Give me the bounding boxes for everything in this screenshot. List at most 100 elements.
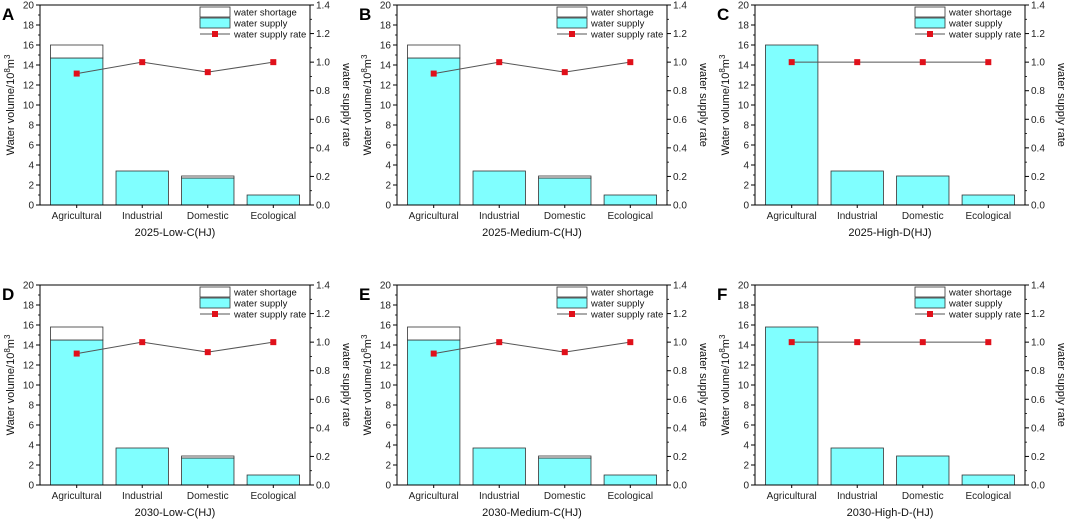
legend-label-rate: water supply rate — [590, 310, 663, 321]
x-tick-label: Industrial — [837, 491, 878, 502]
y2-tick-label: 0.6 — [1031, 395, 1045, 406]
legend-swatch-shortage — [199, 286, 231, 298]
rate-marker — [496, 339, 503, 346]
bar-water-supply — [50, 57, 104, 206]
y-tick-label: 12 — [380, 361, 392, 372]
y-tick-label: 2 — [28, 461, 34, 472]
bar-water-shortage — [538, 455, 592, 459]
y-axis-label: Water volume/108m3 — [3, 334, 17, 435]
x-axis-title: 2030-Medium-C(HJ) — [482, 507, 582, 519]
panel-b: B Agricultural Industrial Domestic Ecologica… — [359, 1, 709, 240]
y2-axis-label: water supply rate — [1055, 342, 1065, 427]
y-tick-label: 10 — [23, 101, 35, 112]
y-tick-label: 16 — [738, 321, 750, 332]
y-axis-label-text: Water volume/10 — [5, 73, 17, 156]
y-tick-label: 6 — [385, 421, 391, 432]
bar-water-shortage — [407, 326, 461, 341]
y-tick-label: 2 — [743, 461, 749, 472]
bar-water-shortage — [181, 455, 235, 459]
y-axis-label-sup: 8 — [3, 68, 12, 73]
y2-tick-label: 1.2 — [1031, 309, 1045, 320]
y-tick-label: 18 — [738, 301, 750, 312]
y2-tick-label: 1.4 — [1031, 1, 1045, 12]
bar-water-shortage — [181, 175, 235, 179]
legend-label-rate: water supply rate — [233, 30, 306, 41]
y-axis-label-text: Water volume/10 — [362, 353, 374, 436]
rate-line — [433, 61, 631, 75]
rate-marker — [561, 349, 568, 356]
legend-label-rate: water supply rate — [233, 310, 306, 321]
y-axis-label-sup: 3 — [360, 334, 369, 339]
y-axis-label: Water volume/108m3 — [718, 54, 732, 155]
y2-tick-label: 0.6 — [316, 395, 330, 406]
y-tick-label: 16 — [23, 321, 35, 332]
y-axis-label-unit: m — [362, 339, 374, 348]
rate-marker — [204, 349, 211, 356]
panel-letter: C — [717, 5, 729, 24]
y-tick-label: 4 — [385, 441, 391, 452]
x-axis-title: 2030-Low-C(HJ) — [135, 507, 216, 519]
x-tick-label: Industrial — [479, 491, 520, 502]
y-tick-label: 8 — [743, 121, 749, 132]
y-tick-label: 2 — [28, 181, 34, 192]
y2-tick-label: 1.4 — [673, 281, 687, 292]
rate-marker — [430, 70, 437, 77]
legend-swatch-supply — [199, 17, 231, 29]
y-tick-label: 20 — [738, 1, 750, 12]
bar-water-supply — [181, 177, 235, 206]
rate-marker — [139, 339, 146, 346]
y-tick-label: 12 — [738, 361, 750, 372]
legend-swatch-shortage — [556, 6, 588, 18]
y2-tick-label: 0.8 — [673, 366, 687, 377]
x-tick-label: Domestic — [187, 211, 229, 222]
y2-tick-label: 0.2 — [316, 452, 330, 463]
y2-tick-label: 0.2 — [673, 452, 687, 463]
y-tick-label: 0 — [385, 481, 391, 492]
y-tick-label: 14 — [380, 61, 392, 72]
rate-marker — [919, 339, 926, 346]
y-axis-label-sup: 8 — [360, 68, 369, 73]
y2-tick-label: 0.0 — [673, 201, 687, 212]
y-tick-label: 12 — [380, 81, 392, 92]
y2-axis-label: water supply rate — [340, 342, 352, 427]
rate-line — [433, 341, 631, 355]
bar-water-supply — [472, 447, 526, 486]
rate-marker — [270, 59, 277, 66]
y2-tick-label: 0.8 — [1031, 86, 1045, 97]
legend-marker-rate — [212, 31, 218, 37]
y-tick-label: 12 — [738, 81, 750, 92]
y-tick-label: 14 — [738, 61, 750, 72]
x-tick-label: Domestic — [902, 211, 944, 222]
y2-tick-label: 0.0 — [673, 481, 687, 492]
rate-marker — [985, 59, 992, 66]
y-tick-label: 20 — [23, 1, 35, 12]
y2-tick-label: 0.4 — [1031, 143, 1045, 154]
y-tick-label: 0 — [385, 201, 391, 212]
y2-tick-label: 1.4 — [316, 1, 330, 12]
y2-tick-label: 0.4 — [1031, 423, 1045, 434]
y2-tick-label: 1.0 — [673, 338, 687, 349]
y-tick-label: 20 — [23, 281, 35, 292]
y-tick-label: 8 — [385, 401, 391, 412]
legend-swatch-supply — [199, 297, 231, 309]
y2-axis-label: water supply rate — [697, 342, 709, 427]
y2-tick-label: 1.0 — [673, 58, 687, 69]
x-tick-label: Industrial — [122, 211, 163, 222]
y2-axis-label: water supply rate — [340, 62, 352, 147]
y2-tick-label: 1.2 — [316, 29, 330, 40]
y2-tick-label: 0.2 — [1031, 172, 1045, 183]
y2-tick-label: 0.0 — [316, 481, 330, 492]
x-tick-label: Agricultural — [409, 211, 459, 222]
y-tick-label: 8 — [28, 401, 34, 412]
rate-marker — [985, 339, 992, 346]
x-tick-label: Industrial — [479, 211, 520, 222]
legend-label-rate: water supply rate — [948, 30, 1021, 41]
y2-tick-label: 0.0 — [1031, 201, 1045, 212]
y2-tick-label: 0.4 — [316, 143, 330, 154]
y2-tick-label: 0.8 — [316, 366, 330, 377]
x-tick-label: Ecological — [251, 211, 297, 222]
rate-line — [76, 341, 274, 355]
y-axis-label-sup: 3 — [3, 54, 12, 59]
y-axis-label-unit: m — [720, 59, 732, 68]
